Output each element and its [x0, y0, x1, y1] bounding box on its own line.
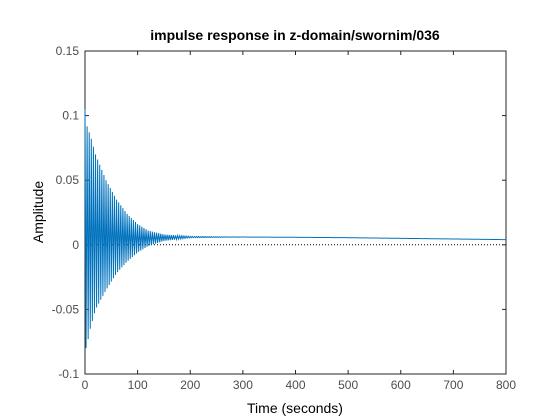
plot-area	[84, 50, 507, 375]
x-tick-label: 200	[180, 378, 200, 392]
x-axis: 0 100 200 300 400 500 600 700 800	[82, 51, 516, 392]
x-tick-label: 500	[338, 378, 358, 392]
y-tick-label: 0.1	[62, 109, 79, 123]
x-tick-label: 100	[128, 378, 148, 392]
y-axis: -0.1 -0.05 0 0.05 0.1 0.15	[52, 44, 506, 381]
y-axis-label: Amplitude	[30, 181, 46, 243]
x-tick-label: 800	[496, 378, 516, 392]
x-tick-label: 400	[285, 378, 305, 392]
y-tick-label: 0	[72, 238, 79, 252]
x-axis-label: Time (seconds)	[247, 400, 343, 416]
impulse-response-line	[84, 109, 507, 349]
y-tick-label: 0.15	[56, 44, 80, 58]
y-tick-label: -0.1	[58, 367, 79, 381]
x-tick-label: 700	[443, 378, 463, 392]
x-tick-label: 300	[233, 378, 253, 392]
chart-title: impulse response in z-domain/swornim/036	[150, 27, 440, 43]
y-tick-label: 0.05	[56, 173, 80, 187]
x-tick-label: 600	[391, 378, 411, 392]
x-tick-label: 0	[82, 378, 89, 392]
y-tick-label: -0.05	[52, 302, 80, 316]
